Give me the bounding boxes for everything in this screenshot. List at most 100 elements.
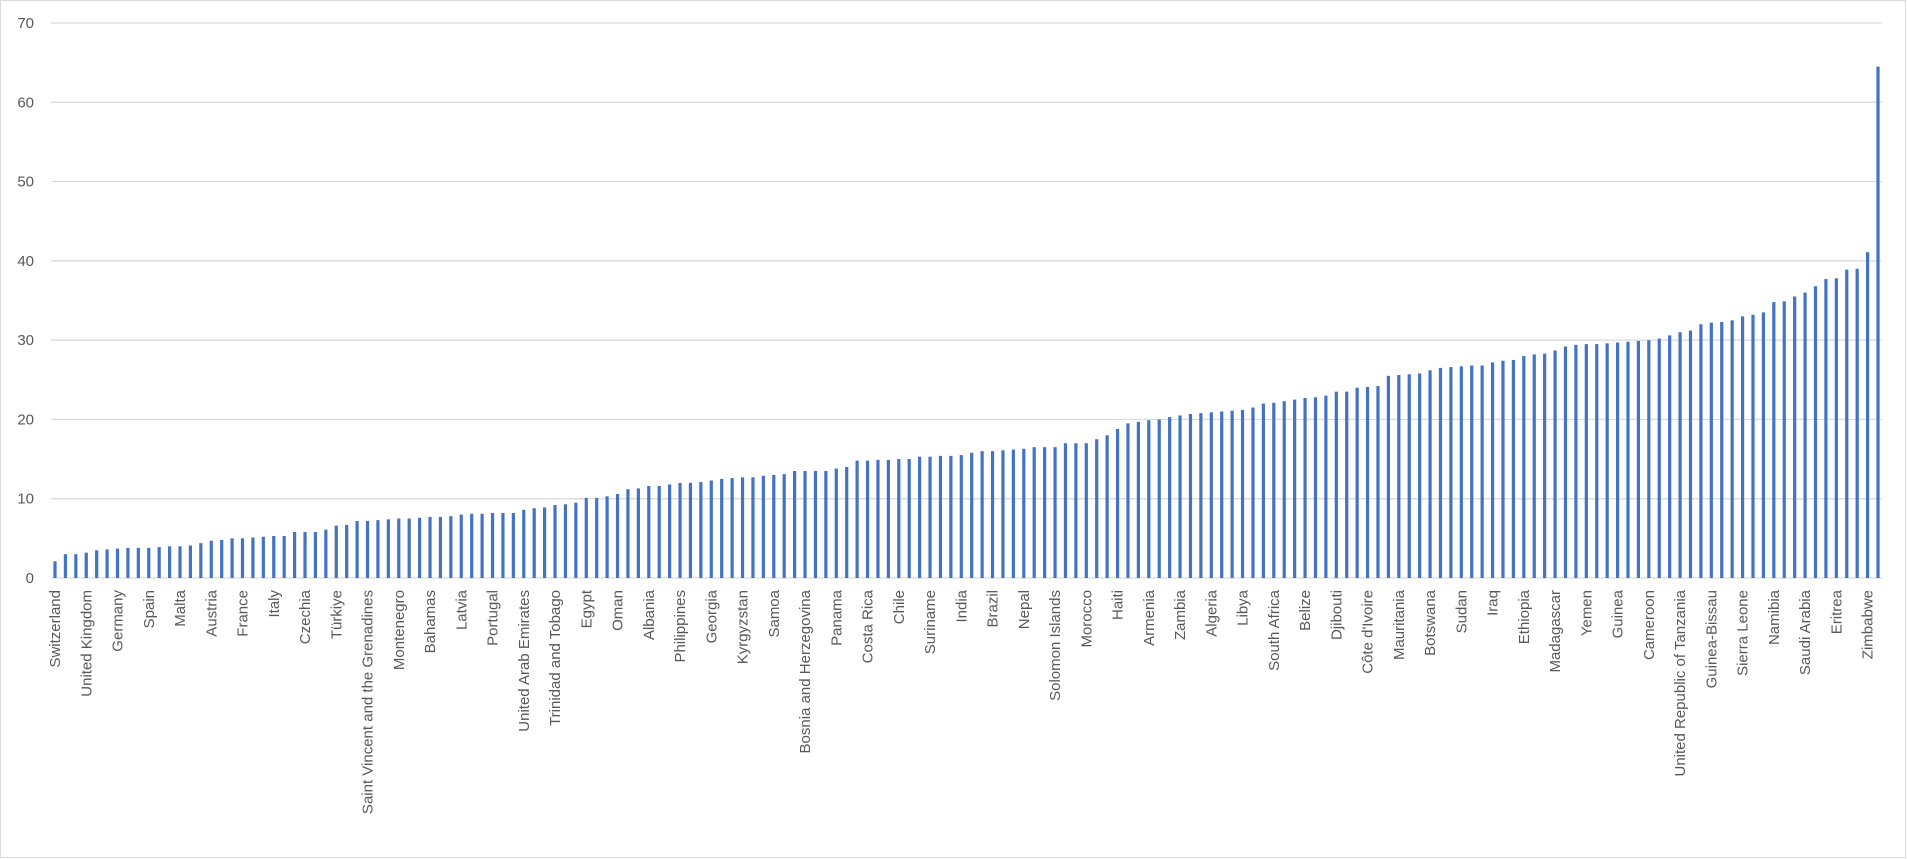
x-tick-label: Suriname <box>922 590 939 654</box>
x-tick-label: Solomon Islands <box>1047 590 1064 701</box>
bar <box>615 493 620 578</box>
bar <box>324 529 328 578</box>
bar <box>1209 412 1213 578</box>
bar <box>1407 374 1411 578</box>
bar <box>1293 399 1297 578</box>
bar <box>1032 447 1036 578</box>
bar <box>938 455 943 578</box>
bar <box>990 451 995 578</box>
bar <box>1397 375 1401 578</box>
bar <box>1605 343 1609 578</box>
bar <box>1199 413 1203 578</box>
bar <box>1740 316 1745 578</box>
bar <box>918 456 922 578</box>
x-tick-label: Trinidad and Tobago <box>547 590 564 726</box>
x-tick-label: Madagascar <box>1547 590 1564 673</box>
bar <box>53 561 57 578</box>
bar <box>1855 268 1859 578</box>
x-tick-label: Spain <box>141 590 158 628</box>
bar <box>1668 335 1672 578</box>
bar <box>1647 340 1651 578</box>
x-tick-label: Kyrgyzstan <box>735 590 752 664</box>
x-tick-label: United Republic of Tanzania <box>1672 589 1689 776</box>
bar <box>178 546 182 578</box>
x-tick-label: Malta <box>172 589 189 626</box>
x-tick-label: Yemen <box>1578 590 1595 636</box>
x-tick-label: Saint Vincent and the Grenadines <box>360 590 377 814</box>
x-tick-label: Albania <box>641 589 658 640</box>
bar <box>1105 435 1109 578</box>
bar <box>1220 411 1224 578</box>
bar <box>188 545 193 578</box>
bar <box>636 488 640 578</box>
bar <box>1188 413 1193 578</box>
x-tick-label: Botswana <box>1422 589 1439 656</box>
bar <box>1574 344 1578 578</box>
x-tick-label: Sierra Leone <box>1735 590 1752 676</box>
x-tick-label: Sudan <box>1453 590 1470 633</box>
bar <box>1699 324 1703 578</box>
bar <box>1282 401 1286 578</box>
bar <box>209 540 213 578</box>
x-tick-label: Saudi Arabia <box>1797 589 1814 675</box>
y-tick-label: 50 <box>17 174 34 191</box>
bar <box>1813 286 1818 578</box>
bar <box>84 552 88 578</box>
bar <box>1261 403 1265 578</box>
bar <box>813 470 818 578</box>
bar <box>1376 386 1380 578</box>
bar <box>1449 367 1453 578</box>
bar <box>1543 353 1547 578</box>
bar <box>1522 356 1526 578</box>
bar <box>855 460 859 578</box>
bar <box>980 451 984 578</box>
bar <box>1803 292 1807 578</box>
bar <box>376 520 380 578</box>
x-tick-label: Libya <box>1235 589 1252 626</box>
bar <box>1095 439 1099 578</box>
bar <box>147 547 151 578</box>
bar <box>1022 448 1026 578</box>
x-tick-label: India <box>953 589 970 622</box>
bar <box>595 497 599 578</box>
bar <box>876 459 880 578</box>
bar <box>95 550 99 578</box>
x-tick-label: Costa Rica <box>860 589 877 663</box>
bar <box>1240 409 1245 578</box>
bar <box>688 482 693 578</box>
bar <box>522 509 526 578</box>
bar <box>428 516 432 578</box>
y-tick-label: 0 <box>26 570 34 587</box>
bar <box>1365 386 1370 578</box>
bar <box>928 456 932 578</box>
bar <box>303 532 307 578</box>
bar <box>105 549 109 578</box>
bar <box>1636 340 1641 578</box>
x-tick-label: Germany <box>110 590 127 652</box>
bar <box>1563 346 1568 578</box>
x-tick-label: Belize <box>1297 590 1314 631</box>
x-tick-label: Armenia <box>1141 589 1158 646</box>
x-tick-label: South Africa <box>1266 589 1283 671</box>
bar <box>1230 410 1234 578</box>
bar <box>605 496 609 578</box>
bar <box>1136 421 1140 578</box>
bar <box>63 554 68 578</box>
x-tick-label: Oman <box>610 590 627 631</box>
x-tick-label: United Arab Emirates <box>516 590 533 732</box>
bar <box>740 477 745 578</box>
bar <box>511 512 515 578</box>
bar <box>1480 365 1484 578</box>
bar <box>584 497 588 578</box>
bar <box>365 520 370 578</box>
bar <box>1626 341 1630 578</box>
x-tick-label: Montenegro <box>391 590 408 670</box>
bar <box>501 512 505 578</box>
bar <box>1459 366 1463 578</box>
bar <box>1157 419 1161 578</box>
bar <box>803 470 807 578</box>
y-tick-label: 20 <box>17 411 34 428</box>
